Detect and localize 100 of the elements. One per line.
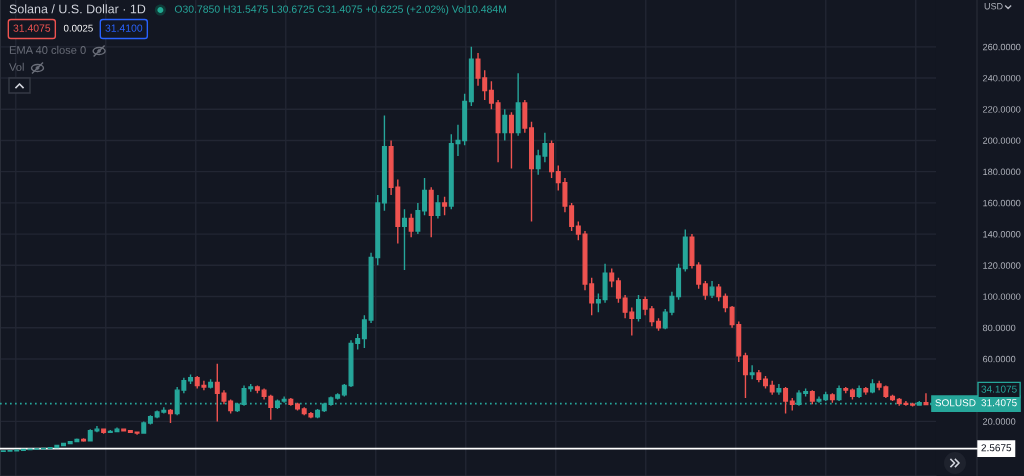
y-tick-label: 140.0000 <box>983 231 1021 238</box>
candlestick <box>615 277 621 304</box>
candlestick <box>127 429 133 434</box>
candlestick <box>515 72 521 137</box>
candlestick <box>415 202 421 235</box>
candlestick <box>508 111 514 170</box>
candlestick <box>682 228 688 273</box>
y-tick-label: 100.0000 <box>983 293 1021 300</box>
candlestick <box>923 392 929 406</box>
candlestick <box>589 277 595 316</box>
candlestick <box>869 378 875 394</box>
candlestick <box>435 194 441 220</box>
annotation: Vol <box>9 62 24 71</box>
candlestick <box>502 108 508 142</box>
candlestick <box>722 292 728 313</box>
candlestick <box>829 392 835 404</box>
candlestick <box>121 427 127 433</box>
candlestick <box>522 99 528 134</box>
y-tick-label: 120.0000 <box>983 262 1021 269</box>
candlestick <box>856 384 862 399</box>
candlestick <box>254 384 260 394</box>
candlestick <box>843 386 849 394</box>
candlestick <box>107 429 113 434</box>
candlestick <box>40 447 46 450</box>
candlestick <box>689 233 695 270</box>
candlestick <box>381 114 387 212</box>
candlestick <box>635 294 641 323</box>
candlestick <box>595 292 601 313</box>
candlestick <box>462 92 468 146</box>
ref-line-label: 2.5675 <box>981 444 1012 452</box>
candlestick <box>716 283 722 302</box>
candlestick <box>81 437 87 443</box>
candlestick <box>495 99 501 164</box>
candlestick <box>656 317 662 332</box>
y-tick-label: 240.0000 <box>983 74 1021 82</box>
candlestick <box>676 263 682 301</box>
candlestick <box>549 139 555 179</box>
candlestick <box>769 380 775 396</box>
candlestick <box>602 263 608 304</box>
candlestick <box>341 383 347 398</box>
candlestick <box>575 220 581 242</box>
candlestick <box>335 392 341 401</box>
chart-title: Solana / U.S. Dollar · 1D <box>9 4 146 14</box>
candlestick <box>836 384 842 402</box>
candlestick <box>809 389 815 405</box>
candlestick <box>569 202 575 232</box>
annotation: O30.7850 H31.5475 L30.6725 C31.4075 +0.6225 (+2.02%) Vol10.484M <box>174 5 506 15</box>
candlestick <box>141 420 147 435</box>
annotation: 0.0025 <box>63 24 93 32</box>
candlestick <box>823 391 829 402</box>
y-tick-label: 60.0000 <box>983 355 1016 363</box>
annotation: 31.4100 <box>105 24 143 32</box>
candlestick <box>228 398 234 415</box>
text: 34.1075 <box>981 385 1017 393</box>
candlestick <box>208 378 214 390</box>
y-tick-label: 80.0000 <box>982 324 1016 332</box>
candlestick <box>763 375 769 390</box>
candlestick <box>776 383 782 396</box>
candlestick <box>295 401 301 412</box>
candlestick <box>61 442 67 447</box>
candlestick <box>188 373 194 385</box>
candlestick <box>0 450 6 453</box>
candlestick <box>428 186 434 238</box>
candlestick <box>609 267 615 288</box>
candlestick <box>742 352 748 399</box>
candlestick <box>422 177 428 217</box>
candlestick <box>401 208 407 271</box>
candlestick <box>863 386 869 396</box>
annotation: SOLUSD <box>935 399 976 407</box>
candlestick <box>101 427 107 435</box>
candlestick <box>789 397 795 412</box>
candlestick <box>315 408 321 419</box>
candlestick <box>849 387 855 401</box>
candlestick <box>783 386 789 415</box>
y-tick-label: 200.0000 <box>983 137 1021 144</box>
candlestick <box>803 387 809 398</box>
candlestick <box>709 280 715 299</box>
ref-line-label: 31.4075 <box>981 399 1017 407</box>
annotation: EMA 40 close 0 <box>9 45 86 54</box>
candlestick <box>910 401 916 408</box>
y-tick-label: 220.0000 <box>983 106 1021 113</box>
candlestick <box>702 280 708 301</box>
candlestick <box>696 261 702 290</box>
candlestick <box>408 213 414 238</box>
candlestick <box>488 80 494 110</box>
y-tick-label: 260.0000 <box>983 43 1021 51</box>
candlestick <box>468 46 474 107</box>
y-tick-label: 20.0000 <box>983 418 1016 425</box>
candlestick <box>167 408 173 424</box>
annotation: 31.4075 <box>13 24 51 32</box>
candlestick <box>20 448 26 452</box>
y-tick-label: 180.0000 <box>983 168 1021 176</box>
candlestick <box>361 314 367 349</box>
y-tick-label: 160.0000 <box>983 199 1021 207</box>
candlestick <box>355 333 361 351</box>
candlestick <box>288 397 294 407</box>
candlestick <box>756 369 762 384</box>
candlestick <box>749 364 755 380</box>
candlestick <box>529 121 535 223</box>
candlestick <box>890 394 896 402</box>
